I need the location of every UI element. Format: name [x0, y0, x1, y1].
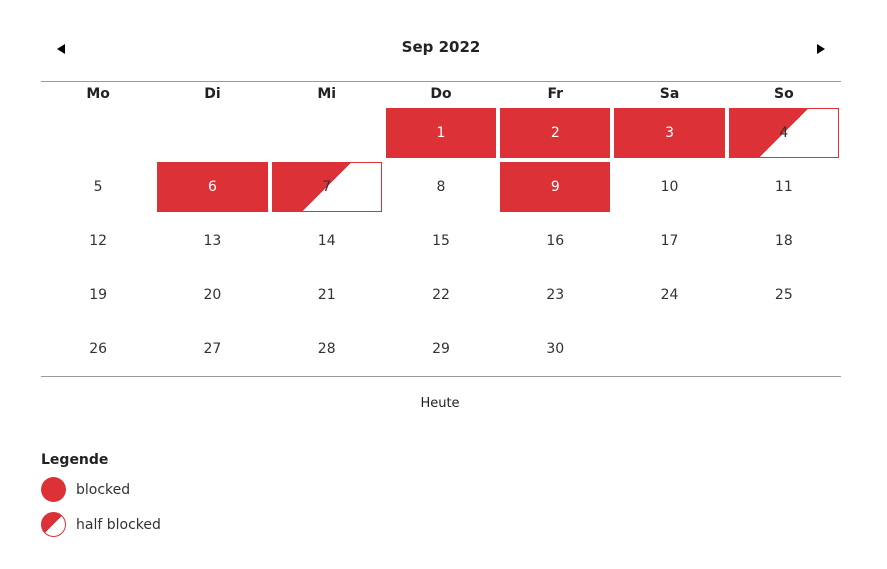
weekday-label: Di: [204, 86, 221, 102]
weekday-label: Do: [430, 86, 452, 102]
day-number: 23: [546, 287, 565, 303]
day-cell-free[interactable]: 13: [155, 214, 269, 268]
day-number: 20: [203, 287, 222, 303]
day-number: 17: [660, 233, 679, 249]
triangle-right-icon: [817, 44, 825, 54]
weekday-label: Mo: [86, 86, 110, 102]
day-number: 15: [432, 233, 450, 249]
day-cell-blocked[interactable]: 1: [384, 106, 498, 160]
divider-top: [41, 81, 841, 82]
day-cell-blocked[interactable]: 6: [155, 160, 269, 214]
day-number: 1: [436, 125, 446, 141]
triangle-left-icon: [57, 44, 65, 54]
day-number: 21: [317, 287, 336, 303]
empty-cell: [270, 106, 384, 160]
day-cell-free[interactable]: 16: [498, 214, 612, 268]
day-grid: 1 2 3 4 5 6 7 8 9 10 11 12 13 14 15 16 17 18 19 20 21 22 23 24 2…: [41, 106, 841, 376]
day-number: 2: [550, 125, 560, 141]
day-cell-free[interactable]: 5: [41, 160, 155, 214]
weekday-label: Mi: [317, 86, 337, 102]
day-number: 18: [774, 233, 793, 249]
day-number: 7: [322, 179, 332, 195]
day-number: 22: [432, 287, 450, 303]
day-cell-free[interactable]: 27: [155, 322, 269, 376]
day-number: 19: [89, 287, 108, 303]
day-cell-free[interactable]: 14: [270, 214, 384, 268]
blocked-swatch-icon: [41, 477, 66, 502]
day-number: 12: [89, 233, 108, 249]
day-cell-free[interactable]: 22: [384, 268, 498, 322]
day-cell-free[interactable]: 12: [41, 214, 155, 268]
day-cell-blocked[interactable]: 2: [498, 106, 612, 160]
day-number: 13: [203, 233, 222, 249]
day-number: 26: [89, 341, 108, 357]
legend-label-half-blocked: half blocked: [76, 516, 161, 533]
day-number: 16: [546, 233, 565, 249]
day-cell-free[interactable]: 10: [612, 160, 726, 214]
previous-month-button[interactable]: [52, 40, 70, 58]
day-cell-half[interactable]: 4: [727, 106, 841, 160]
day-cell-free[interactable]: 18: [727, 214, 841, 268]
month-title: Sep 2022: [401, 38, 481, 56]
weekday-label: So: [773, 86, 794, 102]
day-number: 28: [317, 341, 336, 357]
day-number: 24: [660, 287, 679, 303]
day-number: 10: [660, 179, 679, 195]
weekday-label: Sa: [659, 86, 680, 102]
day-cell-free[interactable]: 15: [384, 214, 498, 268]
day-cell-free[interactable]: 21: [270, 268, 384, 322]
day-number: 8: [436, 179, 446, 195]
day-cell-free[interactable]: 19: [41, 268, 155, 322]
day-cell-free[interactable]: 30: [498, 322, 612, 376]
day-number: 5: [93, 179, 103, 195]
day-cell-free[interactable]: 17: [612, 214, 726, 268]
today-button[interactable]: Heute: [420, 396, 460, 411]
next-month-button[interactable]: [812, 40, 830, 58]
half-blocked-swatch-icon: [41, 512, 66, 537]
day-number: 25: [774, 287, 793, 303]
day-cell-free[interactable]: 24: [612, 268, 726, 322]
day-number: 30: [546, 341, 565, 357]
day-cell-free[interactable]: 28: [270, 322, 384, 376]
day-number: 14: [317, 233, 336, 249]
legend-item-blocked: blocked: [41, 477, 130, 502]
legend-label-blocked: blocked: [76, 481, 131, 498]
divider-bottom: [41, 376, 841, 377]
day-number: 9: [550, 179, 560, 195]
day-cell-free[interactable]: 20: [155, 268, 269, 322]
day-number: 27: [203, 341, 222, 357]
weekday-label: Fr: [547, 86, 564, 102]
day-number: 11: [774, 179, 793, 195]
day-number: 4: [779, 125, 789, 141]
day-cell-free[interactable]: 26: [41, 322, 155, 376]
day-number: 3: [665, 125, 675, 141]
day-cell-blocked[interactable]: 9: [498, 160, 612, 214]
day-cell-free[interactable]: 29: [384, 322, 498, 376]
day-number: 6: [207, 179, 217, 195]
day-cell-half[interactable]: 7: [270, 160, 384, 214]
day-cell-free[interactable]: 25: [727, 268, 841, 322]
day-cell-free[interactable]: 11: [727, 160, 841, 214]
day-cell-free[interactable]: 23: [498, 268, 612, 322]
day-cell-free[interactable]: 8: [384, 160, 498, 214]
legend-title: Legende: [41, 452, 109, 468]
legend-item-half-blocked: half blocked: [41, 512, 161, 537]
empty-cell: [41, 106, 155, 160]
day-number: 29: [432, 341, 450, 357]
day-cell-blocked[interactable]: 3: [612, 106, 726, 160]
weekday-header: Mo Di Mi Do Fr Sa So: [41, 84, 841, 104]
empty-cell: [155, 106, 269, 160]
